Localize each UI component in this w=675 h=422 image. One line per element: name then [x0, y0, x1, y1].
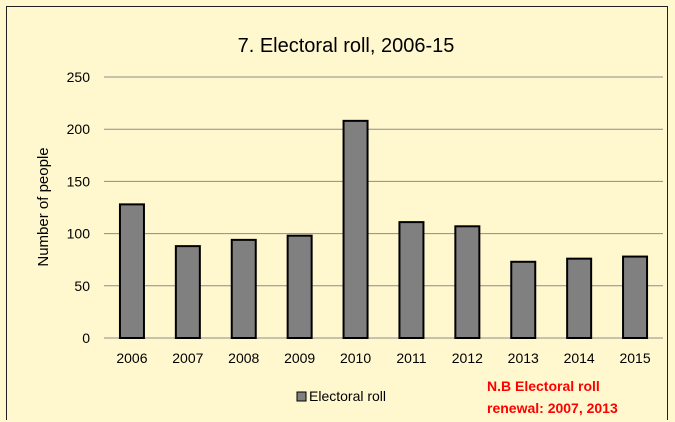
x-tick-label: 2010: [340, 350, 371, 366]
x-tick-label: 2011: [396, 350, 426, 366]
legend: Electoral roll: [296, 388, 386, 404]
chart-frame: [6, 6, 668, 420]
x-tick-label: 2013: [508, 350, 539, 366]
bar-2013: [510, 260, 537, 339]
bar-2012: [454, 225, 481, 340]
renewal-note-line-1: N.B Electoral roll: [487, 378, 600, 394]
y-tick-label: 100: [67, 226, 91, 242]
renewal-note-line-2: renewal: 2007, 2013: [487, 400, 618, 416]
bar-2014: [566, 257, 593, 340]
x-tick-label: 2006: [116, 350, 147, 366]
bar-2010: [342, 119, 369, 339]
bar-2009: [286, 234, 313, 339]
bars: [118, 119, 649, 340]
y-tick-label: 0: [82, 330, 90, 346]
x-tick-label: 2008: [228, 350, 259, 366]
y-tick-label: 150: [67, 173, 91, 189]
x-tick-label: 2009: [284, 350, 315, 366]
bar-2007: [174, 245, 201, 340]
y-axis-title: Number of people: [35, 147, 52, 266]
renewal-note: N.B Electoral roll renewal: 2007, 2013: [487, 378, 618, 416]
legend-label: Electoral roll: [309, 388, 386, 404]
x-axis-ticks: 2006 2007 2008 2009 2010 2011 2012 2013 2014 2015: [116, 350, 650, 366]
chart-title: 7. Electoral roll, 2006-15: [238, 35, 455, 57]
bar-2008: [230, 238, 257, 339]
bar-2006: [118, 203, 145, 339]
y-axis-ticks: 0 50 100 150 200 250: [67, 69, 91, 346]
x-tick-label: 2015: [619, 350, 650, 366]
x-tick-label: 2012: [452, 350, 483, 366]
x-tick-label: 2007: [172, 350, 203, 366]
legend-swatch: [296, 391, 307, 402]
bar-2015: [622, 255, 649, 339]
bar-2011: [398, 221, 425, 339]
y-tick-label: 50: [74, 278, 90, 294]
y-tick-label: 200: [67, 121, 91, 137]
y-tick-label: 250: [67, 69, 91, 85]
x-tick-label: 2014: [564, 350, 595, 366]
